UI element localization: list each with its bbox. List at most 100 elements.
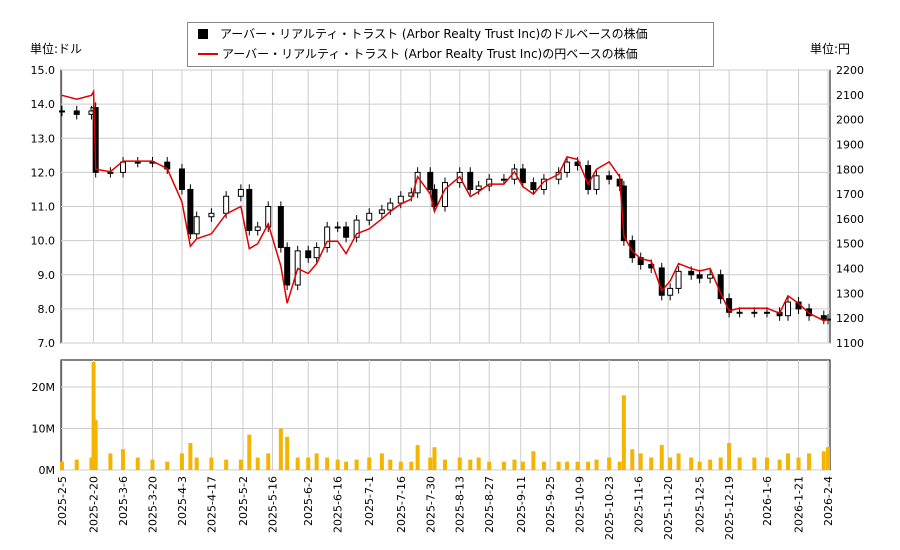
volume-bar bbox=[266, 453, 271, 470]
candle-body bbox=[378, 209, 385, 214]
x-tick-label: 2025-12-5 bbox=[694, 476, 707, 533]
volume-bar bbox=[468, 459, 473, 470]
x-tick-label: 2025-10-9 bbox=[574, 476, 587, 533]
candle-body bbox=[343, 226, 350, 238]
volume-bar bbox=[487, 461, 492, 470]
volume-bar bbox=[121, 449, 126, 470]
volume-bar bbox=[415, 445, 420, 470]
volume-bar bbox=[335, 459, 340, 470]
volume-bar bbox=[676, 453, 681, 470]
volume-bar bbox=[194, 457, 199, 470]
legend-item-jpy: アーバー・リアルティ・トラスト (Arbor Realty Trust Inc)… bbox=[198, 44, 638, 64]
volume-bar bbox=[607, 457, 612, 470]
candle-body bbox=[593, 175, 600, 190]
x-tick-label: 2025-11-6 bbox=[633, 476, 646, 533]
legend-item-usd: アーバー・リアルティ・トラスト (Arbor Realty Trust Inc)… bbox=[198, 24, 648, 44]
volume-bar bbox=[556, 461, 561, 470]
volume-bar bbox=[621, 395, 626, 470]
volume-bar bbox=[89, 457, 94, 470]
x-tick-label: 2025-10-23 bbox=[603, 476, 616, 540]
volume-bar bbox=[520, 461, 525, 470]
y-right-tick-label: 1200 bbox=[836, 312, 864, 325]
volume-bar bbox=[295, 457, 300, 470]
candle-body bbox=[92, 107, 99, 173]
candle-body bbox=[277, 206, 284, 248]
volume-bar bbox=[649, 457, 654, 470]
volume-bar bbox=[727, 443, 732, 470]
volume-bar bbox=[135, 457, 140, 470]
volume-bar bbox=[718, 457, 723, 470]
volume-bar bbox=[188, 443, 193, 470]
candle-body bbox=[265, 206, 272, 228]
x-tick-label: 2025-3-6 bbox=[117, 476, 130, 526]
left-unit-label: 単位:ドル bbox=[30, 42, 83, 56]
candle-body bbox=[585, 165, 592, 190]
y-right-tick-label: 1400 bbox=[836, 263, 864, 276]
legend-label-jpy: アーバー・リアルティ・トラスト (Arbor Realty Trust Inc)… bbox=[222, 47, 638, 61]
volume-bar bbox=[108, 453, 113, 470]
candle-body bbox=[820, 315, 827, 320]
volume-bar bbox=[565, 461, 570, 470]
right-unit-label: 単位:円 bbox=[810, 42, 851, 56]
y-right-tick-label: 1100 bbox=[836, 337, 864, 350]
volume-bar bbox=[93, 420, 98, 470]
candle-body bbox=[237, 188, 244, 197]
candle-body bbox=[193, 216, 200, 235]
legend-label-usd: アーバー・リアルティ・トラスト (Arbor Realty Trust Inc)… bbox=[220, 27, 648, 41]
candle-body bbox=[667, 287, 674, 296]
volume-bar bbox=[659, 445, 664, 470]
x-tick-label: 2025-9-25 bbox=[544, 476, 557, 533]
candle-body bbox=[178, 168, 185, 190]
volume-bar bbox=[630, 449, 635, 470]
candle-body bbox=[208, 212, 215, 218]
candle-body bbox=[414, 171, 421, 194]
candle-body bbox=[397, 195, 404, 204]
y-right-tick-label: 1500 bbox=[836, 238, 864, 251]
candle-body bbox=[606, 175, 613, 180]
candle-body bbox=[254, 226, 261, 231]
volume-bar bbox=[617, 461, 622, 470]
volume-bar bbox=[344, 461, 349, 470]
candle-body bbox=[427, 171, 434, 190]
volume-bar bbox=[807, 453, 812, 470]
candle-body bbox=[785, 301, 792, 317]
volume-bar bbox=[821, 451, 826, 470]
candle-body bbox=[387, 202, 394, 211]
x-tick-label: 2025-6-16 bbox=[332, 476, 345, 533]
y-volume-tick-label: 0M bbox=[39, 464, 56, 477]
x-tick-label: 2025-7-16 bbox=[395, 476, 408, 533]
volume-bar bbox=[247, 434, 252, 470]
y-right-tick-label: 2100 bbox=[836, 89, 864, 102]
jpy-price-line bbox=[61, 88, 829, 322]
volume-bar bbox=[354, 459, 359, 470]
volume-bar bbox=[737, 457, 742, 470]
x-tick-label: 2026-1-21 bbox=[793, 476, 806, 533]
candle-body bbox=[59, 110, 65, 113]
volume-bar bbox=[150, 459, 155, 470]
candle-body bbox=[107, 171, 114, 174]
volume-bar bbox=[689, 457, 694, 470]
y-left-tick-label: 15.0 bbox=[31, 64, 56, 77]
y-left-tick-label: 14.0 bbox=[31, 98, 56, 111]
x-tick-label: 2025-3-20 bbox=[146, 476, 159, 533]
volume-bar bbox=[379, 453, 384, 470]
volume-bar bbox=[668, 457, 673, 470]
volume-bar bbox=[752, 457, 757, 470]
legend: アーバー・リアルティ・トラスト (Arbor Realty Trust Inc)… bbox=[187, 22, 714, 67]
legend-swatch-usd bbox=[198, 29, 208, 39]
candle-body bbox=[751, 311, 758, 314]
volume-bar bbox=[457, 457, 462, 470]
y-left-tick-label: 13.0 bbox=[31, 132, 56, 145]
candle-body bbox=[736, 311, 743, 314]
candle-body bbox=[284, 246, 291, 286]
volume-bar bbox=[367, 457, 372, 470]
candle-body bbox=[675, 270, 682, 289]
volume-bar bbox=[697, 461, 702, 470]
candle-body bbox=[486, 178, 493, 187]
x-tick-label: 2025-7-30 bbox=[424, 476, 437, 533]
volume-bar bbox=[575, 461, 580, 470]
y-right-tick-label: 1700 bbox=[836, 188, 864, 201]
y-left-tick-label: 9.0 bbox=[38, 269, 56, 282]
x-tick-label: 2025-8-27 bbox=[483, 476, 496, 533]
